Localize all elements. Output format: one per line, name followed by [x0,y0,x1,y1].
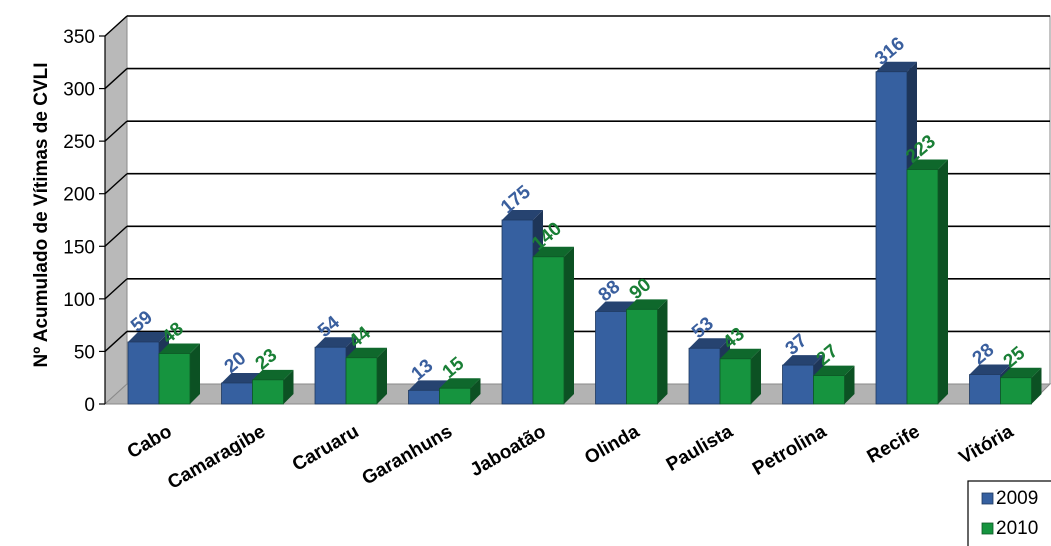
y-tick-label: 100 [63,290,95,311]
category-label: Vitória [956,421,1018,469]
legend: 2009 2010 [967,480,1051,546]
gridline-side [104,68,128,90]
legend-swatch-2010 [981,522,994,535]
bar-2010-Paulista [719,358,752,405]
gridline-side [104,15,128,37]
gridline-side [104,173,128,195]
gridline-side [104,278,128,300]
bar-2010-Petrolina [813,375,845,405]
bar-side-2010 [564,246,574,404]
bar-top-2009 [782,355,824,366]
bar-top-2009 [502,210,543,220]
bar-side-2010 [1031,367,1042,404]
bars [127,61,1042,405]
bar-top-2009 [128,331,169,342]
legend-label-2010: 2010 [996,518,1038,539]
bar-2009-Garanhuns [408,389,440,405]
bar-side-2010 [190,343,200,404]
y-tick-label: 150 [63,237,95,258]
bar-2010-Jaboatão [532,256,565,405]
side-wall [104,14,128,406]
legend-label-2009: 2009 [996,488,1038,509]
bar-2009-Jaboatão [501,219,534,405]
category-label: Paulista [663,421,737,476]
bar-2010-Cabo [158,353,191,405]
y-tick-label: 350 [63,27,95,48]
bar-top-2010 [813,365,855,376]
gridline-side [104,330,128,352]
bar-2009-Camaragibe [221,382,253,405]
bar-top-2010 [533,246,574,257]
gridline-side [104,120,128,142]
category-label: Camaragibe [164,421,269,494]
bar-side-2010 [938,159,948,404]
y-tick-label: 200 [63,185,95,206]
bar-2009-Recife [875,71,908,405]
bar-side-2010 [657,299,668,404]
legend-box [967,480,1051,546]
bar-top-2010 [159,343,200,354]
category-label: Caruaru [289,421,363,476]
bar-2010-Recife [906,169,939,405]
category-label: Jaboatão [467,421,550,481]
category-label: Petrolina [749,421,830,480]
bar-2010-Olinda [626,308,658,405]
bar-top-2009 [315,337,356,348]
bar-top-2010 [252,369,294,380]
category-label: Recife [864,421,924,468]
bar-2009-Paulista [688,347,721,405]
bar-top-2010 [346,347,387,358]
bar-2009-Caruaru [314,346,347,405]
bar-top-2009 [969,364,1011,375]
bar-side-2010 [377,347,387,404]
category-label: Garanhuns [359,421,456,489]
bar-2010-Caruaru [345,357,378,405]
bar-2009-Petrolina [782,364,814,405]
bar-side-2010 [283,369,294,404]
bar-2010-Camaragibe [252,379,284,405]
bar-side-2010 [751,348,761,404]
bar-side-2010 [844,365,855,404]
bar-2009-Cabo [127,341,160,405]
y-tick-label: 50 [74,342,95,363]
y-tick-label: 0 [84,395,95,416]
category-label: Olinda [581,421,643,469]
bar-top-2010 [626,299,668,310]
gridline-side [104,225,128,247]
y-tick-label: 300 [63,80,95,101]
bar-top-2010 [1000,367,1042,378]
bar-top-2010 [907,159,948,170]
y-axis-ticks: 0 50 100 150 200 250 300 350 [63,27,106,416]
bar-top-2009 [689,338,730,349]
y-tick-label: 250 [63,132,95,153]
legend-swatch-2009 [981,492,994,505]
bar-2010-Vitória [1000,377,1032,405]
bar-top-2009 [876,61,917,72]
bar-2009-Vitória [969,374,1001,405]
bar-top-2010 [439,378,481,389]
bar-top-2010 [720,348,761,359]
category-label: Cabo [124,421,176,463]
bar-2010-Garanhuns [439,387,471,405]
y-axis-title: Nº Acumulado de Vítimas de CVLI [31,62,52,367]
bar-side-2010 [470,378,481,404]
bar-2009-Olinda [595,311,627,405]
